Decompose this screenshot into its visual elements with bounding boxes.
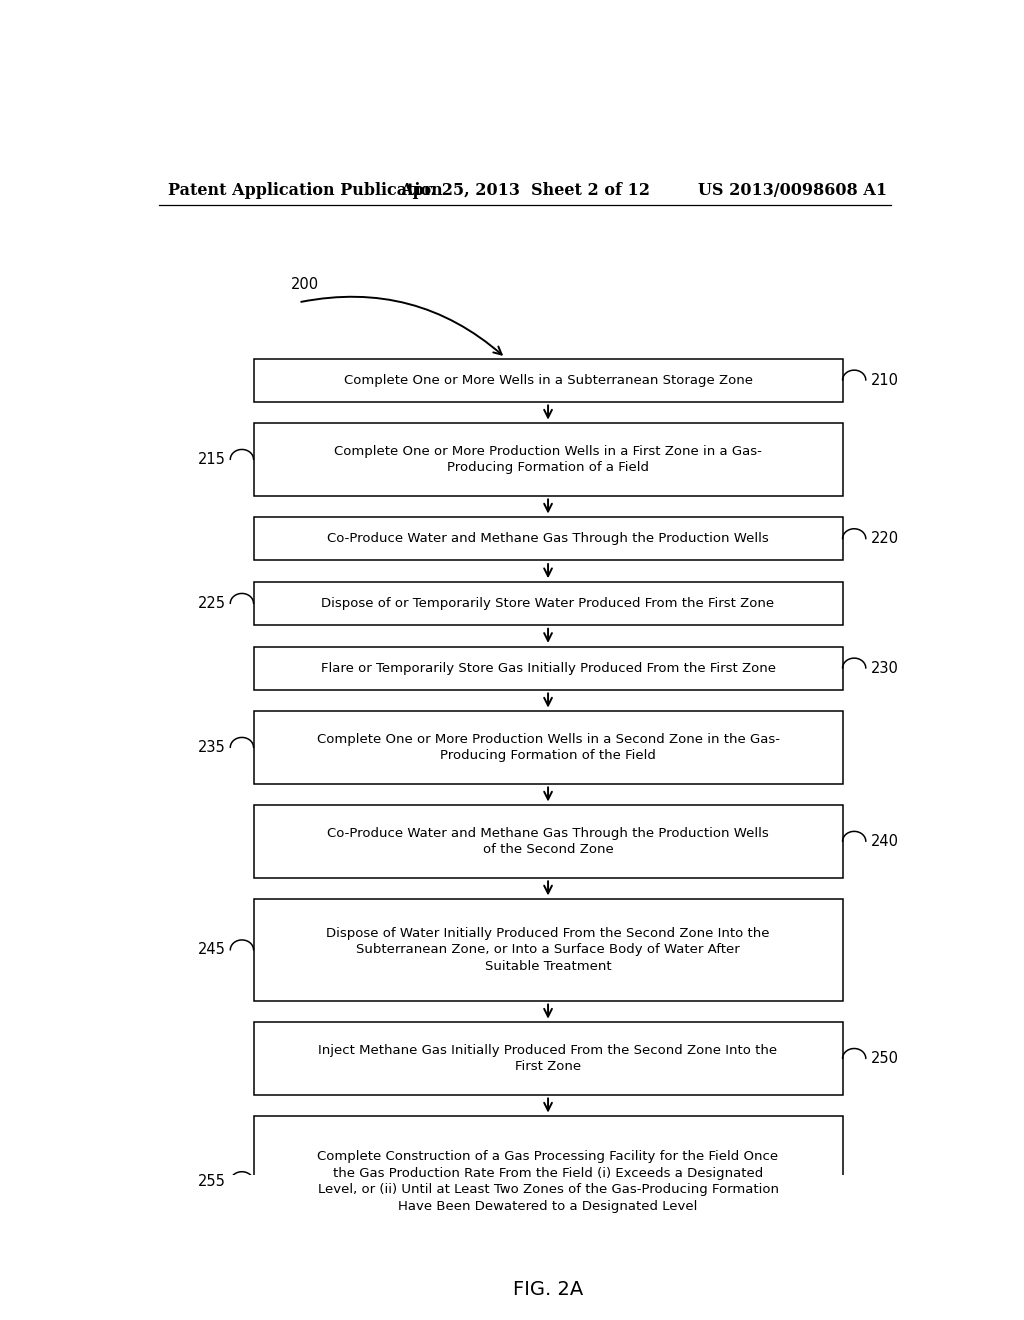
Text: Complete One or More Production Wells in a First Zone in a Gas-
Producing Format: Complete One or More Production Wells in… bbox=[334, 445, 762, 474]
Bar bbox=[254, 711, 843, 784]
Text: US 2013/0098608 A1: US 2013/0098608 A1 bbox=[698, 182, 888, 199]
Text: FIG. 2A: FIG. 2A bbox=[513, 1280, 584, 1299]
Text: Apr. 25, 2013  Sheet 2 of 12: Apr. 25, 2013 Sheet 2 of 12 bbox=[399, 182, 650, 199]
Bar bbox=[254, 359, 843, 401]
Text: Complete One or More Production Wells in a Second Zone in the Gas-
Producing For: Complete One or More Production Wells in… bbox=[316, 733, 779, 762]
Bar bbox=[254, 1117, 843, 1247]
Text: 210: 210 bbox=[870, 372, 898, 388]
Bar bbox=[254, 424, 843, 496]
Text: 250: 250 bbox=[870, 1051, 898, 1067]
Text: 225: 225 bbox=[198, 595, 225, 611]
Text: 230: 230 bbox=[870, 660, 898, 676]
Text: 200: 200 bbox=[291, 277, 318, 293]
Bar bbox=[254, 647, 843, 689]
Text: 245: 245 bbox=[198, 942, 225, 957]
Text: 255: 255 bbox=[198, 1175, 225, 1189]
Text: Dispose of Water Initially Produced From the Second Zone Into the
Subterranean Z: Dispose of Water Initially Produced From… bbox=[327, 927, 770, 973]
Text: Dispose of or Temporarily Store Water Produced From the First Zone: Dispose of or Temporarily Store Water Pr… bbox=[322, 597, 774, 610]
Text: 235: 235 bbox=[198, 741, 225, 755]
Text: Patent Application Publication: Patent Application Publication bbox=[168, 182, 443, 199]
Text: Co-Produce Water and Methane Gas Through the Production Wells: Co-Produce Water and Methane Gas Through… bbox=[328, 532, 769, 545]
Text: Co-Produce Water and Methane Gas Through the Production Wells
of the Second Zone: Co-Produce Water and Methane Gas Through… bbox=[328, 826, 769, 857]
Text: Complete One or More Wells in a Subterranean Storage Zone: Complete One or More Wells in a Subterra… bbox=[343, 374, 753, 387]
Bar bbox=[254, 517, 843, 561]
Text: Complete Construction of a Gas Processing Facility for the Field Once
the Gas Pr: Complete Construction of a Gas Processin… bbox=[317, 1151, 778, 1213]
Text: Flare or Temporarily Store Gas Initially Produced From the First Zone: Flare or Temporarily Store Gas Initially… bbox=[321, 661, 775, 675]
Text: 220: 220 bbox=[870, 531, 899, 546]
Bar bbox=[254, 1022, 843, 1094]
Text: 215: 215 bbox=[198, 451, 225, 467]
Text: Inject Methane Gas Initially Produced From the Second Zone Into the
First Zone: Inject Methane Gas Initially Produced Fr… bbox=[318, 1044, 777, 1073]
Bar bbox=[254, 805, 843, 878]
Bar bbox=[254, 899, 843, 1001]
Bar bbox=[254, 582, 843, 626]
Text: 240: 240 bbox=[870, 834, 898, 849]
